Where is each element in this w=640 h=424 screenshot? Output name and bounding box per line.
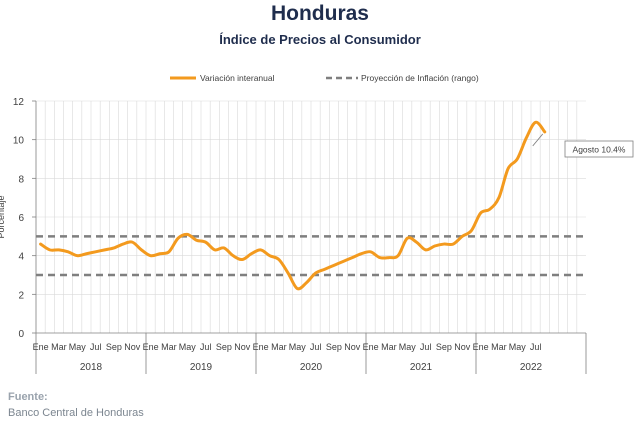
x-tick-label: Ene bbox=[253, 342, 269, 352]
x-tick-label: Sep bbox=[106, 342, 122, 352]
annotation-leader bbox=[532, 133, 544, 147]
grid-lines bbox=[36, 100, 586, 333]
x-tick-label: Jul bbox=[530, 342, 542, 352]
series-line bbox=[39, 120, 547, 291]
legend: Variación interanual Proyección de Inflac… bbox=[170, 73, 479, 83]
x-tick-label: Nov bbox=[454, 342, 471, 352]
y-tick-label: 2 bbox=[18, 290, 24, 301]
annotation-label: Agosto 10.4% bbox=[573, 145, 626, 155]
x-tick-label: Ene bbox=[33, 342, 49, 352]
chart-title: Honduras bbox=[270, 2, 369, 25]
x-tick-label: Mar bbox=[271, 342, 287, 352]
chart-subtitle: Índice de Precios al Consumidor bbox=[219, 32, 421, 47]
year-label: 2020 bbox=[300, 362, 323, 373]
x-tick-label: Sep bbox=[436, 342, 452, 352]
projection-band-lines bbox=[36, 235, 586, 277]
x-tick-label: Jul bbox=[200, 342, 212, 352]
legend-label-series: Variación interanual bbox=[200, 73, 275, 83]
x-tick-label: Mar bbox=[381, 342, 397, 352]
x-tick-label: Jul bbox=[310, 342, 322, 352]
annotation: Agosto 10.4% bbox=[532, 133, 634, 158]
x-tick-label: May bbox=[399, 342, 417, 352]
x-tick-label: May bbox=[179, 342, 197, 352]
year-label: 2019 bbox=[190, 362, 213, 373]
y-tick-label: 6 bbox=[18, 213, 24, 224]
x-tick-label: Mar bbox=[161, 342, 177, 352]
x-tick-label: Mar bbox=[51, 342, 67, 352]
footer-label: Fuente: bbox=[8, 391, 48, 403]
x-tick-label: Jul bbox=[420, 342, 432, 352]
y-tick-label: 8 bbox=[18, 174, 24, 185]
x-tick-label: Nov bbox=[124, 342, 141, 352]
axes bbox=[32, 100, 587, 374]
x-tick-label: Ene bbox=[473, 342, 489, 352]
x-tick-label: Ene bbox=[143, 342, 159, 352]
legend-label-band: Proyección de Inflación (rango) bbox=[361, 73, 479, 83]
year-label: 2018 bbox=[80, 362, 103, 373]
x-tick-label: Ene bbox=[363, 342, 379, 352]
x-tick-label: Mar bbox=[491, 342, 507, 352]
year-label: 2022 bbox=[520, 362, 543, 373]
year-label: 2021 bbox=[410, 362, 433, 373]
footer-source: Banco Central de Honduras bbox=[8, 407, 144, 419]
x-tick-label: May bbox=[509, 342, 527, 352]
x-tick-label: Sep bbox=[326, 342, 342, 352]
y-tick-label: 12 bbox=[13, 97, 25, 108]
x-tick-label: Nov bbox=[234, 342, 251, 352]
annotation-box bbox=[564, 140, 634, 158]
x-tick-label: Sep bbox=[216, 342, 232, 352]
y-tick-label: 10 bbox=[13, 136, 25, 147]
x-tick-label: Nov bbox=[344, 342, 361, 352]
x-tick-label: May bbox=[69, 342, 87, 352]
y-axis-label: Porcentaje bbox=[0, 195, 6, 238]
y-tick-label: 0 bbox=[18, 329, 24, 340]
y-tick-label: 4 bbox=[18, 252, 24, 263]
x-tick-label: May bbox=[289, 342, 307, 352]
x-tick-label: Jul bbox=[90, 342, 102, 352]
